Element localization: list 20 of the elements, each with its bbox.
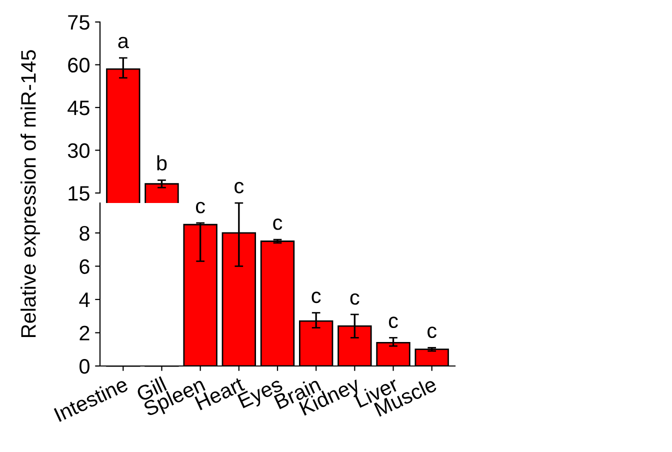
- annotation: c: [196, 202, 205, 214]
- y-tick-label: 30: [68, 143, 90, 158]
- annotation: c: [428, 326, 437, 338]
- y-tick-label: 2: [80, 326, 90, 340]
- annotation: c: [234, 182, 244, 194]
- y-tick-label: 4: [79, 292, 90, 308]
- y-tick-label: 8: [80, 226, 90, 241]
- annotation: c: [350, 293, 360, 305]
- annotation: c: [388, 316, 398, 328]
- y-tick-label: 15: [68, 186, 90, 201]
- annotation: c: [273, 218, 282, 230]
- annotation: a: [118, 36, 129, 48]
- annotation: b: [157, 155, 167, 170]
- y-axis-title: Relative expression of miR-145: [20, 50, 40, 338]
- y-tick-label: 6: [80, 259, 90, 274]
- annotation: c: [312, 292, 321, 304]
- y-tick-label: 60: [68, 58, 90, 73]
- y-tick-label: 75: [68, 15, 90, 30]
- y-tick-label: 45: [68, 100, 90, 116]
- y-tick-label: 0: [80, 359, 90, 374]
